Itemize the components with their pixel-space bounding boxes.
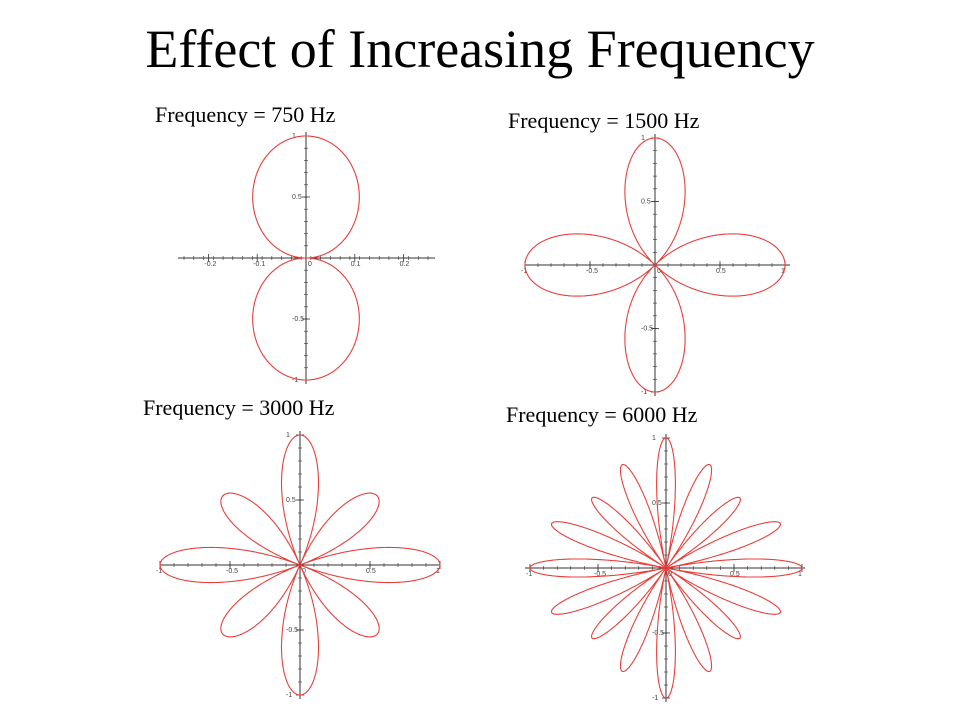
plot-canvas: -1 -0.5 0 0.5 110.5-0.5-1: [525, 434, 805, 702]
y-tick-label: 0.5: [292, 194, 302, 201]
plot-750hz: Frequency = 750 Hz -0.2 -0.1 0 0.1 0.2 1 0.5 -0…: [155, 100, 460, 390]
y-tick-label: 1: [286, 432, 290, 439]
y-tick-label: -0.5: [641, 326, 653, 333]
y-tick-label: 1: [292, 133, 296, 140]
polar-curve: [529, 437, 803, 699]
x-tick-label: -1: [526, 571, 532, 578]
polar-curve: [252, 135, 360, 381]
x-tick-label: -1: [156, 568, 162, 575]
y-tick-label: 1: [652, 435, 656, 442]
x-tick-label: 0.1: [351, 261, 361, 268]
plot-title: Frequency = 750 Hz: [155, 102, 336, 127]
plot-canvas: -1 -0.5 0 0.5 1 1 0.5 -0.5 -1: [521, 134, 790, 396]
plot-title: Frequency = 3000 Hz: [143, 395, 335, 420]
x-tick-label: -0.5: [586, 268, 598, 275]
x-tick-label: -0.5: [226, 568, 238, 575]
polar-curve: [524, 137, 786, 393]
y-tick-label: -1: [641, 389, 647, 396]
y-tick-label: -1: [652, 695, 658, 702]
x-tick-label: 0: [657, 268, 661, 275]
y-tick-label: -0.5: [292, 316, 304, 323]
y-tick-label: 0.5: [286, 497, 296, 504]
x-tick-label: -0.5: [594, 571, 606, 578]
x-tick-label: -1: [521, 268, 527, 275]
y-tick-label: -1: [286, 692, 292, 699]
plot-canvas: -1 -0.5 0 0.5 1 1 0.5 -0.5 -1: [156, 431, 441, 699]
slide-title: Effect of Increasing Frequency: [145, 19, 815, 79]
x-tick-label: -0.1: [253, 261, 265, 268]
plot-3000hz: Frequency = 3000 Hz -1 -0.5 0 0.5 1 1 0.5 -0.5-…: [143, 393, 450, 718]
plot-title: Frequency = 1500 Hz: [508, 108, 700, 133]
x-tick-label: 0.5: [366, 568, 376, 575]
plot-canvas: -0.2 -0.1 0 0.1 0.2 1 0.5 -0.5 -1: [178, 132, 435, 384]
y-tick-label: -0.5: [286, 627, 298, 634]
x-tick-label: -0.2: [204, 261, 216, 268]
plot-title: Frequency = 6000 Hz: [506, 402, 698, 427]
x-tick-label: 0: [302, 568, 306, 575]
x-tick-label: 0.5: [716, 268, 726, 275]
x-tick-label: 1: [798, 571, 802, 578]
x-tick-label: 0: [308, 261, 312, 268]
x-tick-label: 0.5: [730, 571, 740, 578]
x-tick-label: 0.2: [400, 261, 410, 268]
y-tick-label: 1: [641, 135, 645, 142]
x-tick-label: 1: [436, 568, 440, 575]
y-tick-label: -0.5: [652, 630, 664, 637]
x-tick-label: 1: [781, 268, 785, 275]
y-tick-label: 0.5: [641, 199, 651, 206]
plot-6000hz: Frequency = 6000 Hz -1 -0.5 0 0.5 1 1 0.5 -0.5-…: [506, 400, 810, 718]
plot-1500hz: Frequency = 1500 Hz -1 -0.5 0 0.5 1 1 0.5 -0.5-…: [508, 106, 810, 396]
polar-curve: [159, 434, 441, 696]
y-tick-label: -1: [292, 377, 298, 384]
